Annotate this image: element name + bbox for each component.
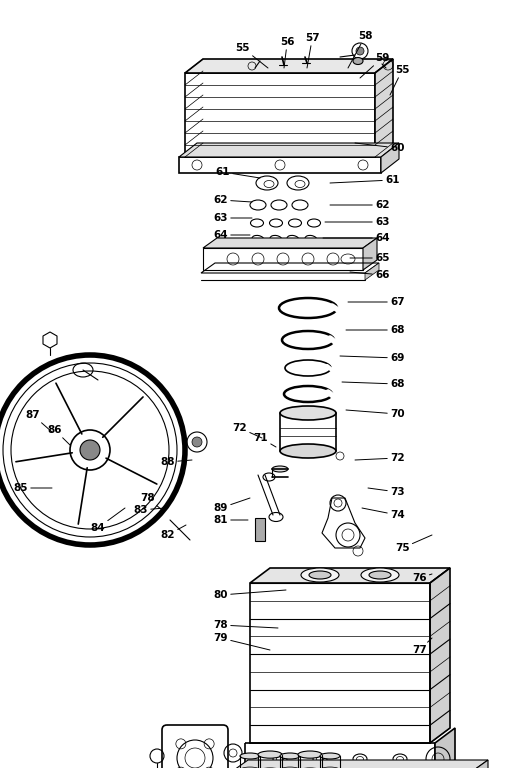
Text: 64: 64 <box>214 230 250 240</box>
Text: 65: 65 <box>350 253 390 263</box>
Polygon shape <box>179 143 399 157</box>
Text: 79: 79 <box>214 633 270 650</box>
Text: 81: 81 <box>214 515 248 525</box>
Polygon shape <box>203 238 377 248</box>
Ellipse shape <box>361 568 399 582</box>
Text: 87: 87 <box>26 410 52 432</box>
Circle shape <box>192 437 202 447</box>
Polygon shape <box>460 760 488 768</box>
Text: 80: 80 <box>214 590 286 600</box>
Text: 72: 72 <box>232 423 262 438</box>
Text: 72: 72 <box>355 453 404 463</box>
Text: 62: 62 <box>330 200 390 210</box>
Text: 55: 55 <box>236 43 268 68</box>
Ellipse shape <box>240 753 260 759</box>
Circle shape <box>356 47 364 55</box>
Text: 58: 58 <box>348 31 373 68</box>
Text: 73: 73 <box>368 487 404 497</box>
Text: 57: 57 <box>305 33 319 68</box>
Text: 64: 64 <box>323 233 390 243</box>
Text: 85: 85 <box>13 483 52 493</box>
Ellipse shape <box>240 767 260 768</box>
Ellipse shape <box>320 767 340 768</box>
Ellipse shape <box>309 571 331 579</box>
Ellipse shape <box>280 753 300 759</box>
Text: 61: 61 <box>330 175 399 185</box>
Polygon shape <box>435 728 455 768</box>
Text: 71: 71 <box>253 433 276 447</box>
Text: 56: 56 <box>280 37 294 68</box>
Polygon shape <box>220 760 488 768</box>
Text: 78: 78 <box>214 620 278 630</box>
Ellipse shape <box>353 58 363 65</box>
Text: 66: 66 <box>350 270 390 280</box>
Ellipse shape <box>298 751 322 758</box>
Text: 88: 88 <box>160 457 192 467</box>
Polygon shape <box>363 238 377 270</box>
Text: 74: 74 <box>362 508 405 520</box>
Ellipse shape <box>280 444 336 458</box>
Text: 63: 63 <box>325 217 390 227</box>
Ellipse shape <box>320 753 340 759</box>
Circle shape <box>80 440 100 460</box>
Text: 60: 60 <box>355 143 404 153</box>
Ellipse shape <box>280 767 300 768</box>
Text: 76: 76 <box>412 573 432 583</box>
Polygon shape <box>250 568 450 583</box>
Polygon shape <box>375 59 393 157</box>
Text: 75: 75 <box>395 535 432 553</box>
Text: 61: 61 <box>216 167 260 178</box>
Text: 78: 78 <box>140 493 162 510</box>
Text: 86: 86 <box>48 425 70 445</box>
Text: 82: 82 <box>160 525 186 540</box>
Ellipse shape <box>258 751 282 758</box>
Text: 68: 68 <box>342 379 404 389</box>
Text: 70: 70 <box>346 409 404 419</box>
Text: 62: 62 <box>214 195 252 205</box>
Text: 89: 89 <box>214 498 250 513</box>
Text: 63: 63 <box>214 213 252 223</box>
Text: 77: 77 <box>412 638 432 655</box>
Polygon shape <box>255 518 265 541</box>
Text: 68: 68 <box>346 325 404 335</box>
Polygon shape <box>185 59 393 73</box>
Ellipse shape <box>272 466 288 472</box>
Text: 55: 55 <box>390 65 410 95</box>
Text: 69: 69 <box>340 353 404 363</box>
Ellipse shape <box>301 568 339 582</box>
Ellipse shape <box>280 406 336 420</box>
Text: 84: 84 <box>91 508 125 533</box>
Polygon shape <box>365 263 379 280</box>
Polygon shape <box>430 568 450 743</box>
Polygon shape <box>381 143 399 173</box>
Text: 67: 67 <box>348 297 404 307</box>
Text: 59: 59 <box>360 53 389 78</box>
Text: 83: 83 <box>134 505 165 515</box>
Ellipse shape <box>369 571 391 579</box>
